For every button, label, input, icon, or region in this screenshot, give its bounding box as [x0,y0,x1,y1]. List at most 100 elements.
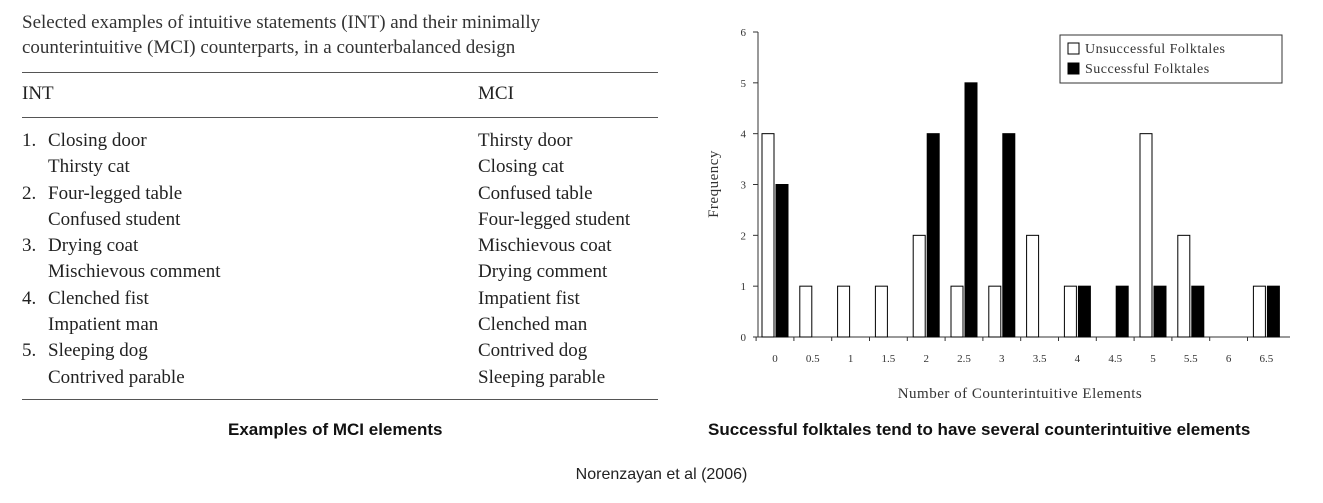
x-tick-label: 1 [848,353,854,365]
row-number [22,312,48,338]
table-row: Thirsty cat Closing cat [22,154,658,180]
table-row: Confused student Four-legged student [22,207,658,233]
folktale-frequency-chart: 0 1 2 3 4 5 6 0 0.5 1 1.5 2 2.5 3 3.5 4 4.5 5 5.5 6 6.5 Numbe… [706,27,1290,402]
successful-bar [1115,285,1129,338]
x-tick-label: 5.5 [1184,353,1198,365]
y-tick-label: 2 [741,230,747,242]
y-tick-label: 4 [741,129,747,141]
y-tick-label: 1 [741,281,747,293]
mci-cell: Mischievous coat [478,235,612,257]
table-row: Contrived parable Sleeping parable [22,365,658,391]
successful-bar [1077,285,1091,338]
unsuccessful-bar [1177,234,1191,338]
row-number: 4. [22,287,37,309]
x-tick-label: 0.5 [806,353,820,365]
table-row: Impatient man Clenched man [22,312,658,338]
table-bottom-rule [22,398,658,400]
table-header-rule [22,117,658,118]
legend-box [1059,34,1283,84]
table-row: 5. Sleeping dog Contrived dog [22,338,658,364]
x-tick-label: 2.5 [957,353,971,365]
unsuccessful-bar [1026,234,1040,338]
unsuccessful-bar [799,285,813,338]
mci-cell: Closing cat [478,156,565,178]
legend-swatch [1067,62,1080,75]
header-mci: MCI [478,83,514,104]
successful-bar [1266,285,1280,338]
table-row: 4. Clenched fist Impatient fist [22,286,658,312]
row-number: 1. [22,130,37,151]
x-axis-label: Number of Counterintuitive Elements [898,386,1143,402]
mci-cell: Contrived dog [478,340,588,362]
table-caption-line-2: counterintuitive (MCI) counterparts, in … [22,37,516,58]
unsuccessful-bar [1063,285,1077,338]
int-cell: Closing door [48,130,147,151]
x-tick-label: 6.5 [1260,353,1274,365]
legend-label: Unsuccessful Folktales [1085,42,1225,57]
successful-bar [1153,285,1167,338]
successful-bar [1191,285,1205,338]
y-tick-label: 6 [741,27,747,39]
row-number: 2. [22,182,37,204]
successful-bar [1002,133,1016,338]
legend-swatch [1067,42,1080,55]
row-number [22,365,48,391]
unsuccessful-bar [950,285,964,338]
mci-cell: Drying comment [478,261,608,283]
mci-cell: Confused table [478,182,593,204]
table-top-rule [22,72,658,73]
mci-cell: Clenched man [478,314,588,336]
x-tick-label: 5 [1150,353,1156,365]
header-int: INT [22,83,54,104]
int-cell: Mischievous comment [48,261,221,283]
table-row: Mischievous comment Drying comment [22,259,658,285]
mci-cell: Four-legged student [478,208,631,230]
y-tick-label: 5 [741,78,747,90]
x-tick-label: 4.5 [1108,353,1122,365]
table-row: 3. Drying coat Mischievous coat [22,233,658,259]
unsuccessful-bar [837,285,851,338]
x-tick-label: 1.5 [882,353,896,365]
y-tick-label: 0 [741,332,747,344]
int-cell: Contrived parable [48,366,185,388]
table-row: 1. Closing door Thirsty door [22,128,658,154]
table-caption-line-1: Selected examples of intuitive statement… [22,12,541,33]
mci-cell: Sleeping parable [478,366,606,388]
int-cell: Drying coat [48,235,139,257]
table-caption: Selected examples of intuitive statement… [22,10,658,60]
x-tick-label: 0 [772,353,778,365]
unsuccessful-bar [761,133,775,338]
successful-bar [926,133,940,338]
unsuccessful-bar [912,234,926,338]
x-tick-label: 4 [1075,353,1081,365]
legend-label: Successful Folktales [1085,62,1210,77]
unsuccessful-bar [988,285,1002,338]
int-cell: Confused student [48,208,181,230]
unsuccessful-bar [874,285,888,338]
mci-cell: Thirsty door [478,130,573,151]
x-tick-label: 2 [923,353,929,365]
row-number [22,207,48,233]
int-cell: Thirsty cat [48,156,130,178]
table-header-row: INT MCI [22,79,658,109]
row-number: 3. [22,235,37,257]
int-cell: Four-legged table [48,182,183,204]
unsuccessful-bar [1252,285,1266,338]
row-number: 5. [22,340,37,362]
y-tick-label: 3 [741,180,747,192]
row-number [22,259,48,285]
int-cell: Impatient man [48,314,159,336]
citation: Norenzayan et al (2006) [575,466,748,483]
mci-examples-table: Selected examples of intuitive statement… [22,10,658,400]
x-tick-label: 3.5 [1033,353,1047,365]
int-cell: Sleeping dog [48,340,148,362]
successful-bar [775,184,789,338]
row-number [22,154,48,180]
unsuccessful-bar [1139,133,1153,338]
x-tick-label: 3 [999,353,1005,365]
x-tick-label: 6 [1226,353,1232,365]
mci-cell: Impatient fist [478,287,580,309]
table-row: 2. Four-legged table Confused table [22,181,658,207]
successful-bar [964,82,978,338]
y-axis-label: Frequency [706,150,722,218]
